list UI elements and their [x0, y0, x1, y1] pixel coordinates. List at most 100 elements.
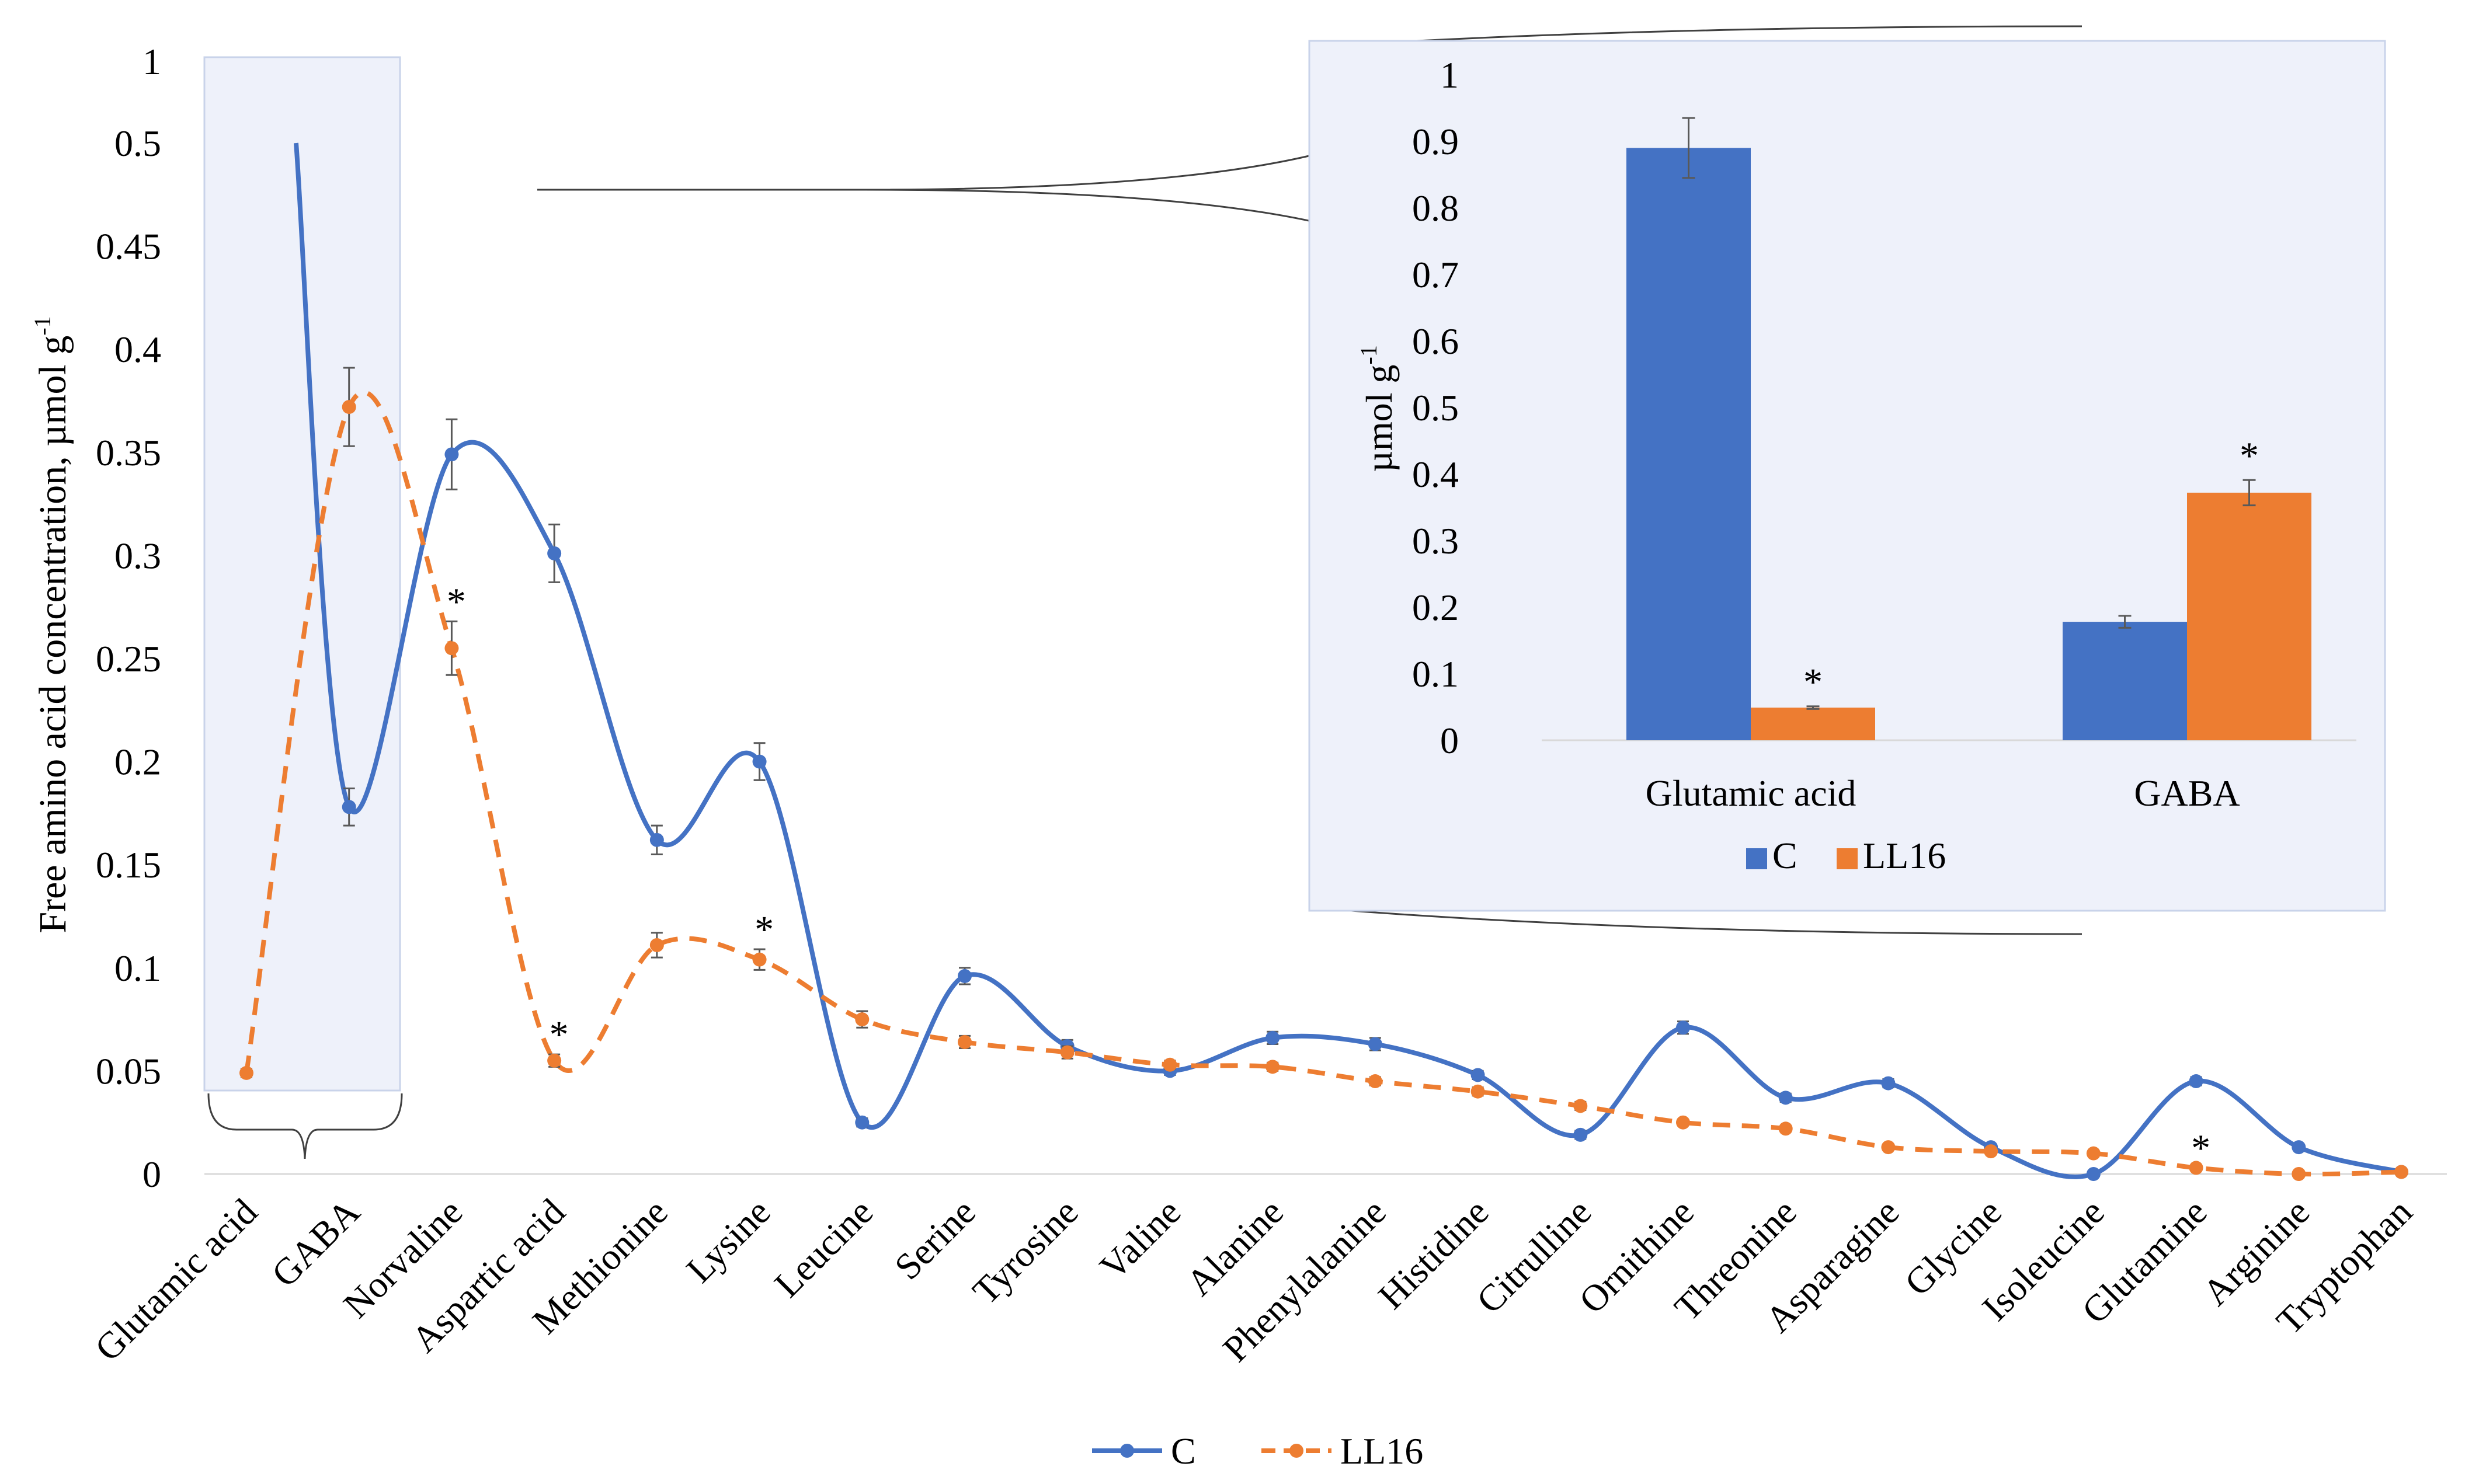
inset-y-ticks: 0 0.1 0.2 0.3 0.4 0.5 0.6 0.7 0.8 0.9 1 — [1412, 54, 1459, 761]
inset-x-ticks: Glutamic acid GABA — [1646, 772, 2240, 814]
point-c-arginine — [2292, 1140, 2306, 1155]
inset-bar-ll16-gaba — [2187, 492, 2311, 740]
main-y-tick-5: 0.25 — [96, 638, 161, 680]
point-ll16-arginine — [2292, 1167, 2306, 1181]
point-c-asparagine — [1881, 1076, 1896, 1091]
point-ll16-asparagine — [1881, 1140, 1896, 1155]
point-ll16-valine — [1163, 1057, 1177, 1072]
inset-legend: C LL16 — [1746, 835, 1946, 876]
inset-bar-c-gaba — [2063, 622, 2187, 740]
inset-y-tick-10: 1 — [1440, 54, 1459, 96]
inset-significance-marks: ** — [1803, 434, 2259, 703]
point-ll16-citrulline — [1573, 1099, 1588, 1113]
main-y-tick-9: 0.45 — [96, 226, 161, 267]
main-y-axis-label: Free amino acid concentration, µmol g-1 — [29, 316, 74, 933]
point-c-isoleucine — [2086, 1167, 2101, 1181]
point-ll16-tyrosine — [1060, 1045, 1075, 1060]
inset-y-tick-4: 0.4 — [1412, 454, 1459, 495]
point-ll16-aspartic-acid — [547, 1053, 562, 1068]
inset-x-tick-glutamic-acid: Glutamic acid — [1646, 772, 1856, 814]
point-c-threonine — [1778, 1091, 1793, 1105]
main-y-tick-6: 0.3 — [114, 535, 161, 576]
inset-significance-star-gaba: * — [2240, 434, 2259, 477]
point-c-serine — [958, 969, 972, 983]
inset-error-bar-ll16-gaba — [2242, 479, 2256, 507]
legend-label-ll16: LL16 — [1340, 1430, 1423, 1472]
point-c-methionine — [649, 832, 664, 847]
point-ll16-serine — [958, 1034, 972, 1049]
inset-y-tick-3: 0.3 — [1412, 520, 1459, 562]
point-ll16-tryptophan — [2394, 1165, 2408, 1179]
main-y-tick-0: 0 — [142, 1154, 161, 1195]
main-y-tick-7: 0.35 — [96, 432, 161, 473]
main-series — [239, 142, 2408, 1181]
series-line-c — [294, 142, 2402, 1179]
point-c-phenylalanine — [1368, 1037, 1382, 1051]
main-y-tick-8: 0.4 — [114, 329, 161, 370]
point-c-histidine — [1470, 1068, 1485, 1082]
significance-star-glutamine: * — [2191, 1127, 2210, 1169]
significance-star-norvaline: * — [447, 580, 466, 623]
point-c-glutamine — [2189, 1074, 2203, 1089]
main-y-tick-11: 1 — [142, 41, 161, 82]
inset-y-tick-7: 0.7 — [1412, 254, 1459, 295]
inset-legend-label-c: C — [1772, 835, 1797, 876]
inset-bars — [1626, 117, 2311, 740]
inset-bar-chart: 0 0.1 0.2 0.3 0.4 0.5 0.6 0.7 0.8 0.9 1 Glutamic a… — [537, 25, 2386, 935]
significance-star-aspartic-acid: * — [550, 1013, 569, 1056]
inset-y-tick-0: 0 — [1440, 720, 1459, 761]
point-c-alanine — [1265, 1030, 1280, 1045]
point-c-norvaline — [444, 447, 459, 462]
point-ll16-methionine — [649, 938, 664, 952]
point-ll16-isoleucine — [2086, 1146, 2101, 1161]
point-ll16-glutamic-acid — [239, 1065, 253, 1080]
point-ll16-histidine — [1470, 1084, 1485, 1099]
legend-label-c: C — [1171, 1430, 1196, 1472]
inset-y-tick-6: 0.6 — [1412, 321, 1459, 362]
inset-error-bar-ll16-glutamic-acid — [1806, 705, 1820, 710]
point-ll16-glutamine — [2189, 1161, 2203, 1175]
point-c-gaba — [342, 800, 356, 814]
main-y-ticks: 0 0.05 0.1 0.15 0.2 0.25 0.3 0.35 0.4 0.45 0.5 1 — [96, 41, 161, 1195]
main-y-tick-3: 0.15 — [96, 844, 161, 886]
point-c-aspartic-acid — [547, 546, 562, 560]
inset-x-tick-gaba: GABA — [2134, 772, 2240, 814]
inset-significance-star-glutamic-acid: * — [1803, 661, 1823, 703]
inset-y-tick-1: 0.1 — [1412, 653, 1459, 695]
main-legend: C LL16 — [1092, 1430, 1423, 1472]
point-c-lysine — [752, 754, 767, 769]
point-ll16-threonine — [1778, 1121, 1793, 1136]
inset-y-tick-5: 0.5 — [1412, 387, 1459, 429]
point-c-leucine — [855, 1115, 870, 1130]
inset-bar-ll16-glutamic-acid — [1751, 708, 1875, 740]
main-significance-marks: * * * * — [447, 580, 2210, 1169]
point-ll16-alanine — [1265, 1060, 1280, 1074]
point-ll16-gaba — [342, 400, 356, 414]
main-y-tick-2: 0.1 — [114, 947, 161, 989]
inset-y-axis-label: µmol g-1 — [1355, 345, 1400, 472]
inset-y-tick-2: 0.2 — [1412, 587, 1459, 628]
point-c-citrulline — [1573, 1127, 1588, 1142]
point-ll16-phenylalanine — [1368, 1074, 1382, 1089]
point-ll16-lysine — [752, 952, 767, 967]
point-ll16-norvaline — [444, 641, 459, 656]
bracket — [207, 1093, 403, 1159]
point-ll16-leucine — [855, 1012, 870, 1027]
inset-y-tick-9: 0.9 — [1412, 121, 1459, 162]
inset-bar-c-glutamic-acid — [1626, 148, 1751, 740]
inset-y-tick-8: 0.8 — [1412, 187, 1459, 229]
inset-box — [1308, 40, 2386, 912]
inset-error-bar-c-gaba — [2118, 615, 2132, 629]
inset-legend-label-ll16: LL16 — [1863, 835, 1946, 876]
inset-legend-swatch-c — [1746, 848, 1767, 869]
main-y-tick-1: 0.05 — [96, 1050, 161, 1092]
inset-error-bar-c-glutamic-acid — [1682, 117, 1695, 179]
significance-star-lysine: * — [755, 908, 774, 951]
legend-marker-ll16 — [1289, 1444, 1303, 1458]
inset-legend-swatch-ll16 — [1837, 848, 1858, 869]
main-y-tick-10: 0.5 — [114, 123, 161, 164]
point-ll16-glycine — [1984, 1144, 1998, 1159]
main-y-tick-4: 0.2 — [114, 741, 161, 783]
legend-marker-c — [1120, 1444, 1134, 1458]
